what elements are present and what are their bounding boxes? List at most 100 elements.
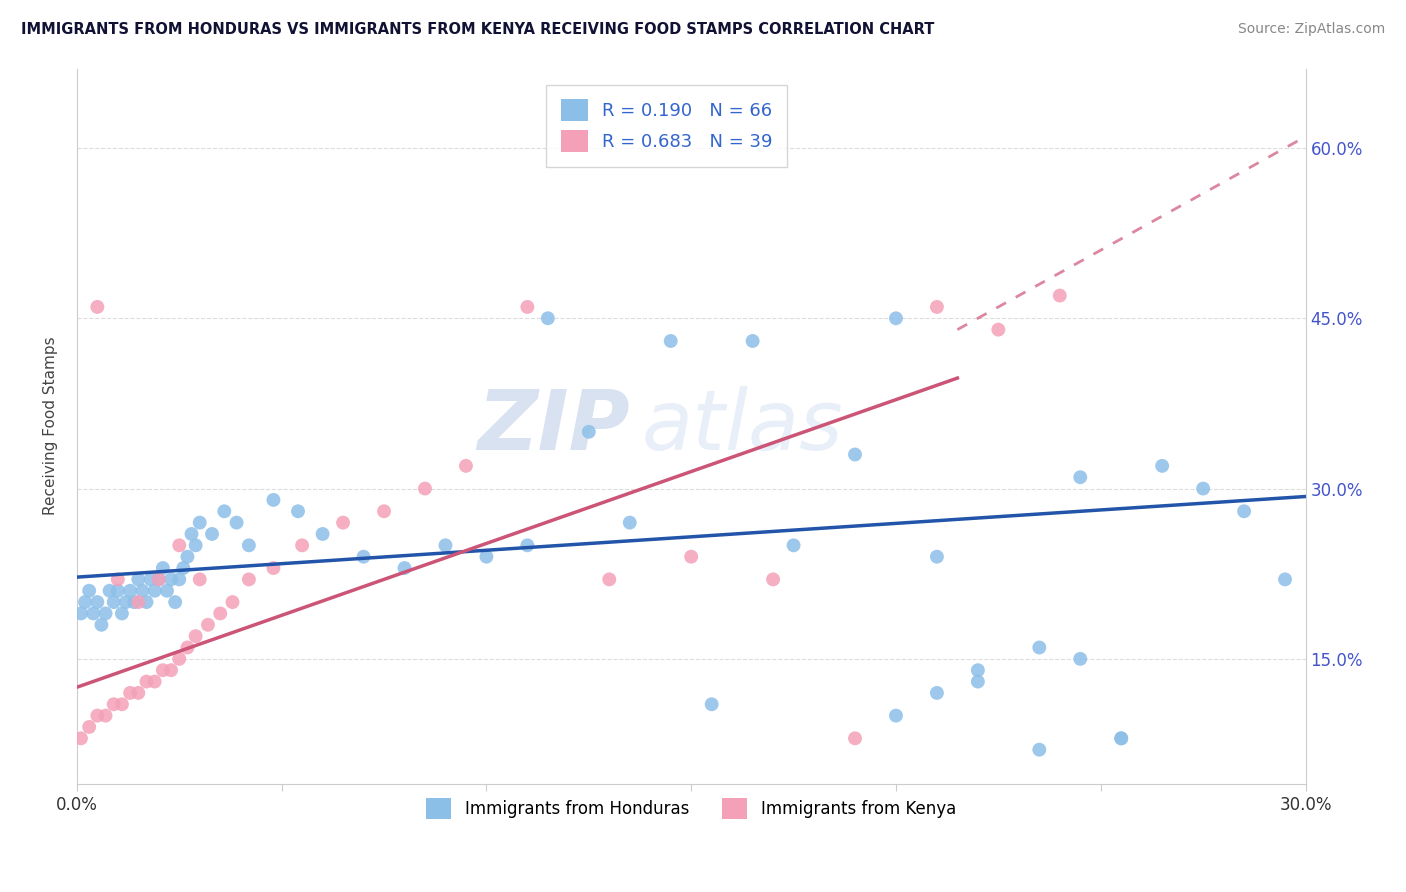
Point bbox=[434, 538, 457, 552]
Point bbox=[165, 595, 187, 609]
Point bbox=[94, 708, 117, 723]
Point bbox=[1028, 640, 1050, 655]
Point bbox=[120, 686, 142, 700]
Point bbox=[156, 583, 179, 598]
Point bbox=[70, 607, 93, 621]
Point bbox=[103, 595, 125, 609]
Point bbox=[160, 573, 183, 587]
Point bbox=[135, 674, 157, 689]
Point bbox=[884, 311, 907, 326]
Point bbox=[120, 583, 142, 598]
Point bbox=[782, 538, 804, 552]
Point bbox=[176, 549, 198, 564]
Point bbox=[127, 573, 149, 587]
Point bbox=[115, 595, 138, 609]
Point bbox=[967, 663, 990, 677]
Point bbox=[77, 720, 100, 734]
Point bbox=[413, 482, 436, 496]
Point bbox=[1152, 458, 1174, 473]
Point bbox=[135, 595, 157, 609]
Point bbox=[659, 334, 682, 348]
Point bbox=[516, 300, 538, 314]
Point bbox=[925, 686, 948, 700]
Point bbox=[148, 573, 170, 587]
Point bbox=[598, 573, 620, 587]
Point bbox=[86, 300, 108, 314]
Point bbox=[1192, 482, 1215, 496]
Point bbox=[262, 561, 284, 575]
Point bbox=[127, 595, 149, 609]
Point bbox=[1069, 470, 1091, 484]
Point bbox=[172, 561, 194, 575]
Point bbox=[262, 492, 284, 507]
Text: Source: ZipAtlas.com: Source: ZipAtlas.com bbox=[1237, 22, 1385, 37]
Legend: Immigrants from Honduras, Immigrants from Kenya: Immigrants from Honduras, Immigrants fro… bbox=[420, 792, 963, 825]
Point bbox=[681, 549, 703, 564]
Point bbox=[238, 573, 260, 587]
Point bbox=[188, 573, 211, 587]
Point bbox=[394, 561, 416, 575]
Point bbox=[152, 663, 174, 677]
Point bbox=[700, 698, 723, 712]
Point bbox=[143, 674, 166, 689]
Point bbox=[925, 549, 948, 564]
Point bbox=[107, 583, 129, 598]
Point bbox=[180, 527, 202, 541]
Point bbox=[516, 538, 538, 552]
Point bbox=[619, 516, 641, 530]
Point bbox=[139, 573, 162, 587]
Point bbox=[98, 583, 121, 598]
Point bbox=[475, 549, 498, 564]
Point bbox=[131, 583, 153, 598]
Point bbox=[167, 573, 190, 587]
Point bbox=[201, 527, 224, 541]
Point bbox=[127, 686, 149, 700]
Point bbox=[287, 504, 309, 518]
Point bbox=[184, 538, 207, 552]
Point bbox=[353, 549, 375, 564]
Point bbox=[86, 708, 108, 723]
Point bbox=[741, 334, 763, 348]
Point bbox=[454, 458, 477, 473]
Point bbox=[90, 617, 112, 632]
Point bbox=[160, 663, 183, 677]
Point bbox=[167, 538, 190, 552]
Point bbox=[103, 698, 125, 712]
Point bbox=[1109, 731, 1132, 746]
Point bbox=[148, 573, 170, 587]
Text: ZIP: ZIP bbox=[477, 385, 630, 467]
Text: atlas: atlas bbox=[643, 385, 844, 467]
Point bbox=[884, 708, 907, 723]
Point bbox=[987, 323, 1010, 337]
Point bbox=[152, 561, 174, 575]
Point bbox=[1274, 573, 1296, 587]
Point bbox=[1109, 731, 1132, 746]
Point bbox=[167, 652, 190, 666]
Point bbox=[537, 311, 560, 326]
Point bbox=[111, 698, 134, 712]
Point bbox=[77, 583, 100, 598]
Point bbox=[225, 516, 247, 530]
Point bbox=[73, 595, 96, 609]
Point bbox=[214, 504, 236, 518]
Text: IMMIGRANTS FROM HONDURAS VS IMMIGRANTS FROM KENYA RECEIVING FOOD STAMPS CORRELAT: IMMIGRANTS FROM HONDURAS VS IMMIGRANTS F… bbox=[21, 22, 935, 37]
Point bbox=[221, 595, 243, 609]
Point bbox=[107, 573, 129, 587]
Point bbox=[967, 674, 990, 689]
Point bbox=[844, 731, 866, 746]
Point bbox=[238, 538, 260, 552]
Point bbox=[1028, 742, 1050, 756]
Point bbox=[197, 617, 219, 632]
Point bbox=[1233, 504, 1256, 518]
Point bbox=[762, 573, 785, 587]
Point bbox=[844, 448, 866, 462]
Point bbox=[925, 300, 948, 314]
Point bbox=[184, 629, 207, 643]
Point bbox=[122, 595, 145, 609]
Point bbox=[332, 516, 354, 530]
Point bbox=[311, 527, 333, 541]
Point bbox=[373, 504, 395, 518]
Y-axis label: Receiving Food Stamps: Receiving Food Stamps bbox=[44, 337, 58, 516]
Point bbox=[1049, 288, 1071, 302]
Point bbox=[143, 583, 166, 598]
